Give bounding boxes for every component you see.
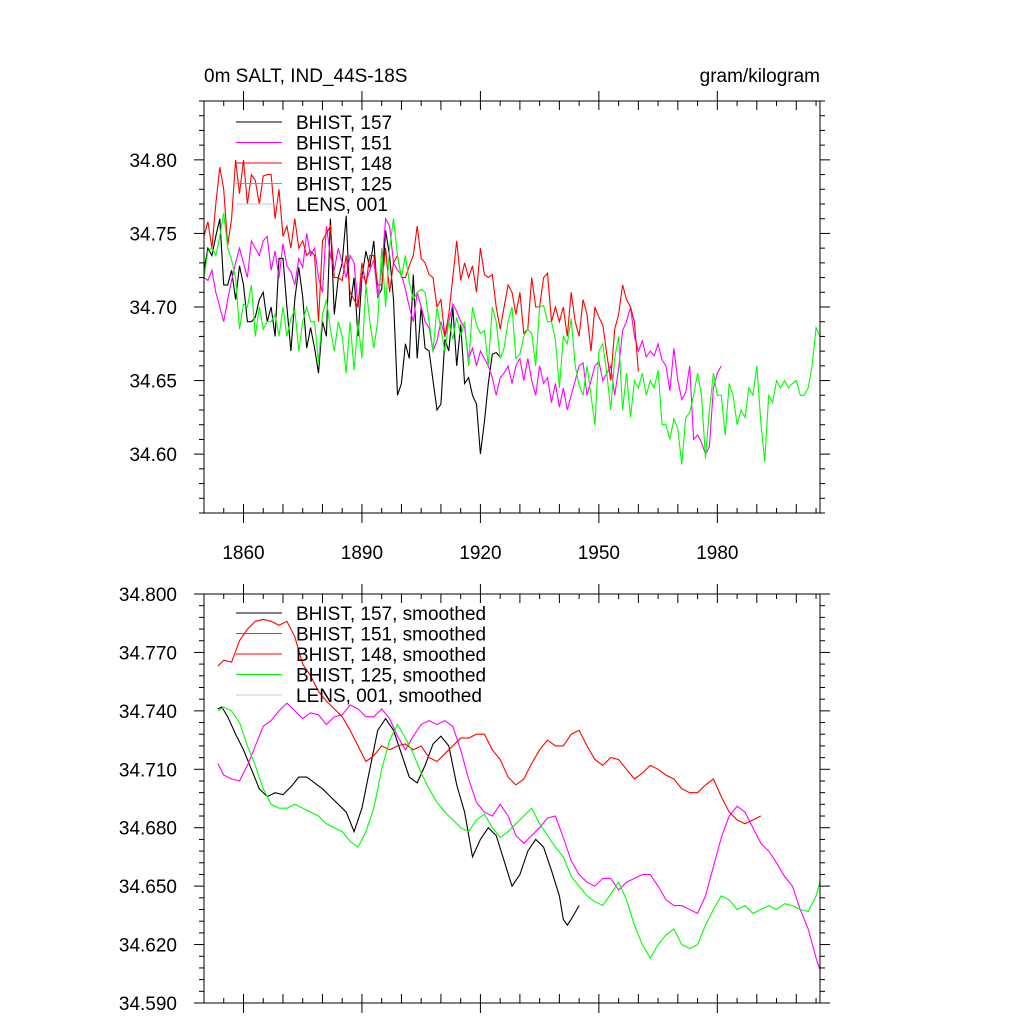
y-tick-label: 34.650 bbox=[119, 877, 177, 898]
y-tick-label: 34.710 bbox=[119, 760, 177, 781]
x-tick-label: 1890 bbox=[341, 543, 383, 564]
legend-label-bhist-148: BHIST, 148 bbox=[296, 154, 392, 175]
series-line-bhist-125 bbox=[204, 212, 820, 465]
y-tick-label: 34.620 bbox=[119, 936, 177, 957]
legend-label-lens-001-smoothed: LENS, 001, smoothed bbox=[296, 686, 482, 707]
series-line-bhist-148-smoothed bbox=[217, 618, 762, 825]
series-line-bhist-157-smoothed bbox=[217, 706, 580, 927]
legend-label-lens-001: LENS, 001 bbox=[296, 195, 388, 216]
x-tick-label: 1980 bbox=[696, 543, 738, 564]
y-tick-label: 34.75 bbox=[129, 224, 177, 245]
bottom-axis-ticks: 34.590 34.620 34.650 34.680 34.710 34.740 34.7… bbox=[119, 584, 830, 1015]
y-tick-label: 34.740 bbox=[119, 702, 177, 723]
y-tick-label: 34.800 bbox=[119, 585, 177, 606]
legend-label-bhist-151-smoothed: BHIST, 151, smoothed bbox=[296, 625, 486, 646]
top-panel: 0m SALT, IND_44S-18S gram/kilogram BHIST… bbox=[129, 66, 830, 564]
y-tick-label: 34.80 bbox=[129, 151, 177, 172]
top-axis-ticks: 1860 1890 1920 1950 1980 34.60 34.65 34.70 34.75… bbox=[129, 91, 830, 564]
y-tick-label: 34.680 bbox=[119, 819, 177, 840]
series-line-bhist-148 bbox=[204, 159, 639, 381]
y-tick-label: 34.590 bbox=[119, 994, 177, 1015]
title-right: gram/kilogram bbox=[700, 66, 820, 87]
title-left: 0m SALT, IND_44S-18S bbox=[204, 66, 407, 87]
x-tick-label: 1950 bbox=[578, 543, 620, 564]
legend-label-bhist-125: BHIST, 125 bbox=[296, 175, 392, 196]
series-line-bhist-151-smoothed bbox=[217, 702, 820, 972]
y-tick-label: 34.770 bbox=[119, 643, 177, 664]
series-line-bhist-151 bbox=[204, 216, 722, 456]
top-plot-lines bbox=[204, 159, 820, 465]
legend-label-bhist-151: BHIST, 151 bbox=[296, 134, 392, 155]
legend-label-bhist-157: BHIST, 157 bbox=[296, 113, 392, 134]
x-tick-label: 1860 bbox=[222, 543, 264, 564]
bottom-plot-lines bbox=[217, 618, 820, 972]
series-line-bhist-125-smoothed bbox=[217, 706, 820, 960]
y-tick-label: 34.65 bbox=[129, 372, 177, 393]
y-tick-label: 34.70 bbox=[129, 298, 177, 319]
legend-label-bhist-148-smoothed: BHIST, 148, smoothed bbox=[296, 645, 486, 666]
top-plot-frame bbox=[203, 100, 821, 514]
y-tick-label: 34.60 bbox=[129, 445, 177, 466]
x-tick-label: 1920 bbox=[459, 543, 501, 564]
bottom-plot-frame bbox=[203, 593, 821, 1004]
legend-label-bhist-125-smoothed: BHIST, 125, smoothed bbox=[296, 666, 486, 687]
legend-label-bhist-157-smoothed: BHIST, 157, smoothed bbox=[296, 604, 486, 625]
